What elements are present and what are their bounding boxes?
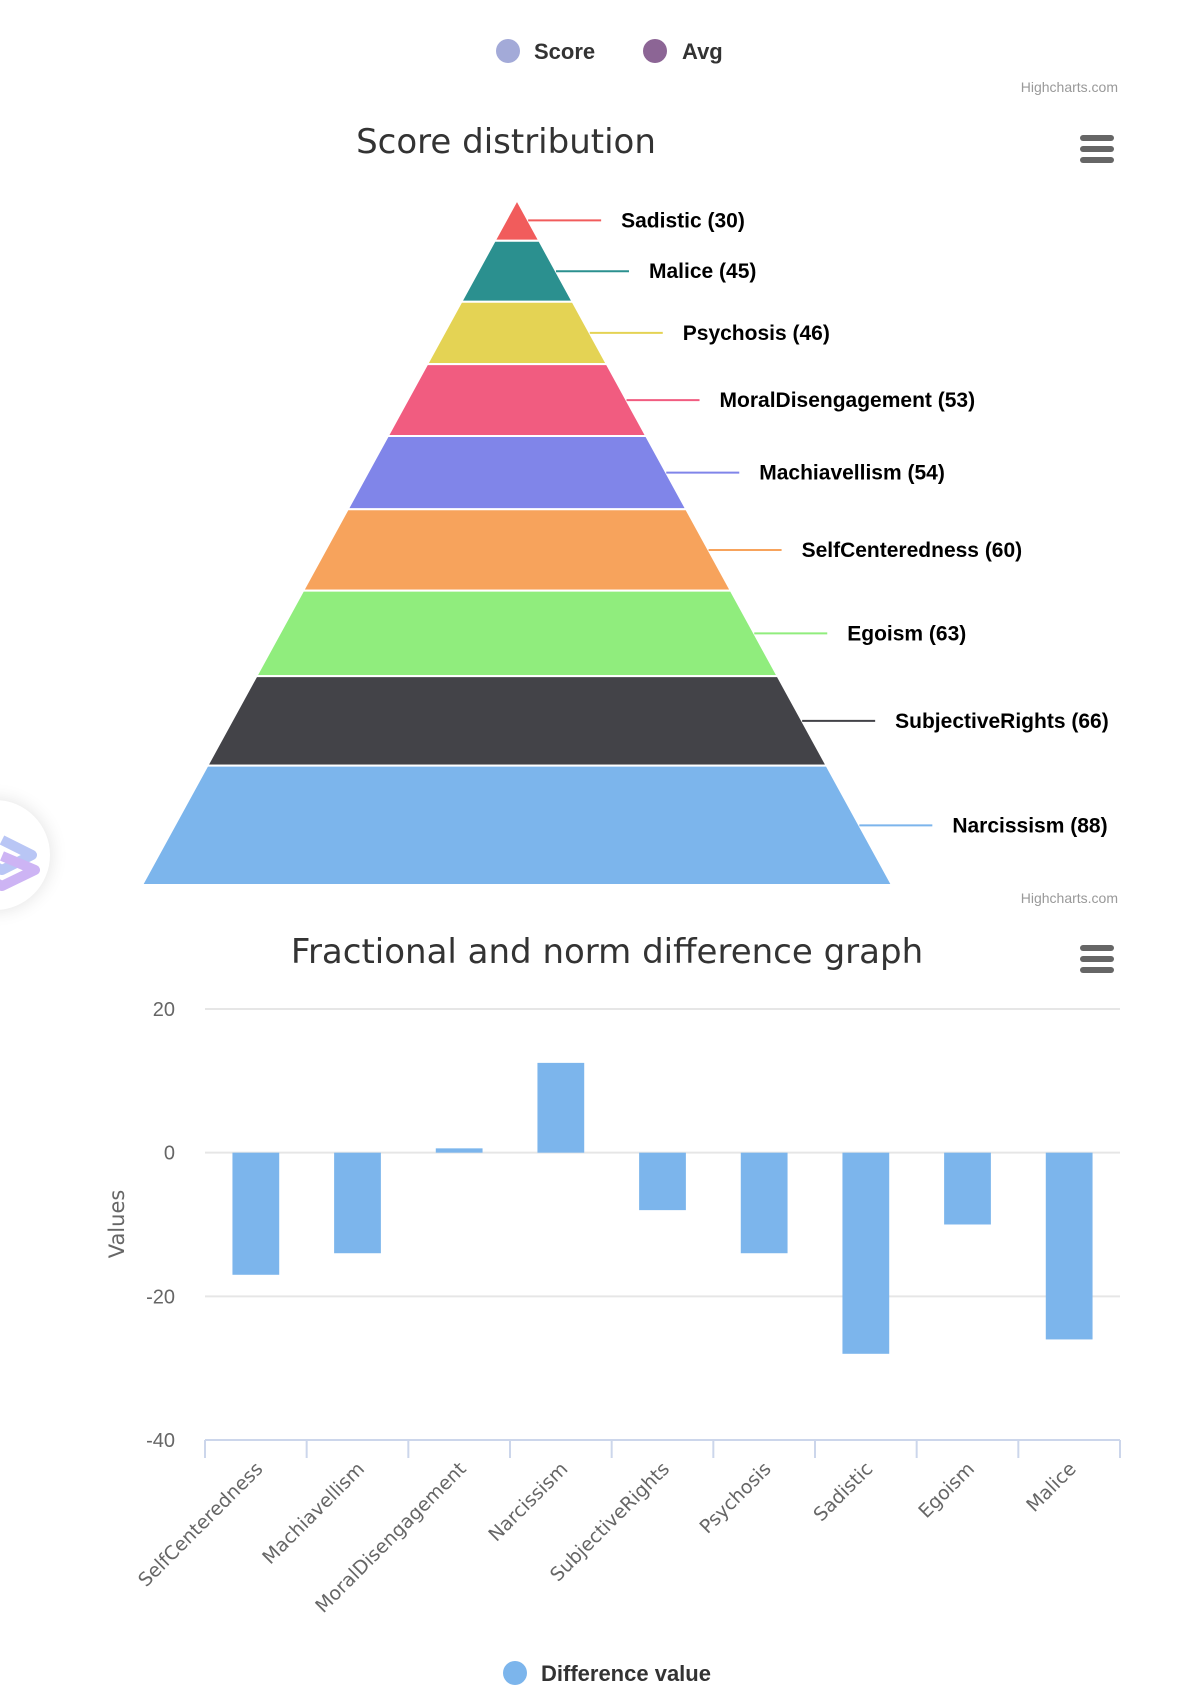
- pyramid-data-label: Machiavellism (54): [759, 462, 945, 485]
- bar-egoism[interactable]: [944, 1152, 991, 1225]
- legend-avg-marker-icon: [643, 39, 667, 63]
- pyramid-segment-egoism[interactable]: [254, 589, 780, 678]
- pyramid-data-label: Narcissism (88): [952, 814, 1107, 837]
- bar-moraldisengagement[interactable]: [435, 1148, 483, 1153]
- legend-score-label: Score: [534, 39, 595, 64]
- bar-menu-icon[interactable]: [1080, 945, 1114, 973]
- bar-subjectiverights[interactable]: [639, 1152, 686, 1211]
- legend-avg-label: Avg: [682, 39, 723, 64]
- y-tick-label: -20: [146, 1286, 175, 1308]
- bar-psychosis[interactable]: [740, 1152, 788, 1254]
- pyramid-plot: Sadistic (30) Malice (45) Psychosis (46) Mo…: [140, 197, 1109, 886]
- pyramid-data-label: Egoism (63): [847, 622, 966, 645]
- y-tick-label: 20: [153, 999, 175, 1021]
- x-tick-label: Narcissism: [484, 1458, 572, 1546]
- legend-difference-label: Difference value: [541, 1661, 711, 1686]
- pyramid-segment-subjectiverights[interactable]: [205, 675, 829, 767]
- bar-chart-title: Fractional and norm difference graph: [291, 932, 923, 972]
- x-tick-label: Malice: [1022, 1458, 1081, 1517]
- bar-selfcenteredness[interactable]: [232, 1152, 280, 1275]
- pyramid-data-label: SubjectiveRights (66): [895, 710, 1109, 733]
- highcharts-credit-middle[interactable]: Highcharts.com: [1021, 890, 1118, 906]
- pyramid-data-label: Malice (45): [649, 260, 756, 283]
- x-tick-label: Egoism: [914, 1458, 979, 1523]
- floating-app-logo[interactable]: [0, 800, 50, 910]
- y-tick-label: -40: [146, 1430, 175, 1452]
- pyramid-data-label: Psychosis (46): [683, 322, 830, 345]
- bar-narcissism[interactable]: [537, 1062, 585, 1153]
- x-tick-label: SelfCenteredness: [134, 1458, 267, 1591]
- legend-item-score[interactable]: Score: [496, 39, 595, 64]
- layers-logo-icon: [0, 835, 40, 891]
- top-legend: Score Avg: [496, 39, 723, 64]
- pyramid-segment-selfcenteredness[interactable]: [301, 508, 733, 592]
- pyramid-data-label: SelfCenteredness (60): [802, 539, 1023, 562]
- bar-y-ticks: 20 0 -20 -40: [146, 999, 175, 1452]
- bar-series: [232, 1062, 1093, 1354]
- bar-sadistic[interactable]: [842, 1152, 890, 1354]
- pyramid-segment-machiavellism[interactable]: [346, 435, 688, 511]
- x-tick-label: Machiavellism: [258, 1458, 369, 1569]
- x-tick-label: Sadistic: [809, 1458, 877, 1526]
- y-axis-title: Values: [105, 1190, 129, 1259]
- highcharts-credit-top[interactable]: Highcharts.com: [1021, 79, 1118, 95]
- pyramid-segment-psychosis[interactable]: [425, 300, 609, 366]
- pyramid-segment-malice[interactable]: [459, 239, 575, 303]
- pyramid-data-label: Sadistic (30): [621, 209, 745, 232]
- x-tick-label: Psychosis: [695, 1458, 775, 1538]
- bar-malice[interactable]: [1045, 1152, 1093, 1340]
- legend-score-marker-icon: [496, 39, 520, 63]
- pyramid-segment-narcissism[interactable]: [140, 764, 894, 886]
- pyramid-menu-icon[interactable]: [1080, 135, 1114, 163]
- y-tick-label: 0: [164, 1143, 175, 1165]
- legend-item-avg[interactable]: Avg: [643, 39, 723, 64]
- bar-legend[interactable]: Difference value: [503, 1661, 711, 1686]
- pyramid-chart-title: Score distribution: [356, 122, 656, 162]
- legend-difference-marker-icon: [503, 1661, 527, 1685]
- bar-machiavellism[interactable]: [334, 1152, 381, 1254]
- bar-x-axis: SelfCenterednessMachiavellismMoralDiseng…: [134, 1439, 1121, 1617]
- pyramid-segment-moraldisengagement[interactable]: [386, 363, 648, 438]
- pyramid-data-label: MoralDisengagement (53): [720, 389, 976, 412]
